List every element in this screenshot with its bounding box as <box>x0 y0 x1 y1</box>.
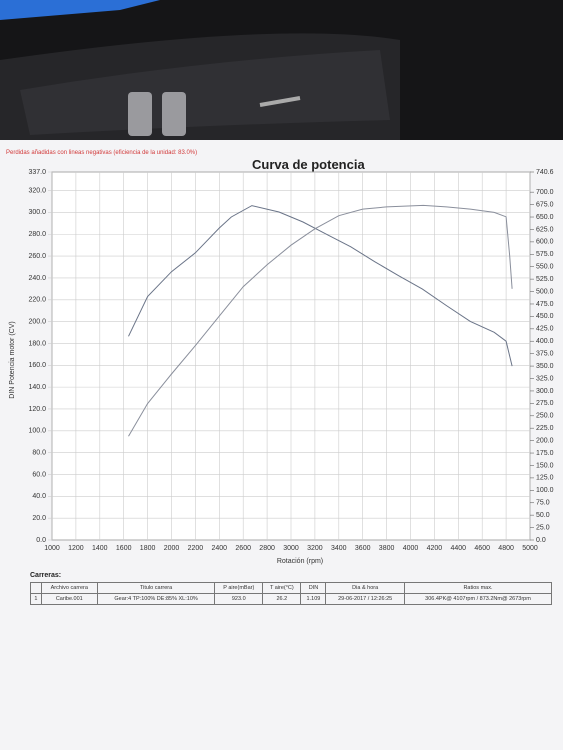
y2-tick-label: 400.0 <box>536 338 554 345</box>
x-tick-label: 3600 <box>355 545 371 552</box>
y2-tick-label: 450.0 <box>536 313 554 320</box>
y2-tick-label: 200.0 <box>536 437 554 444</box>
y2-tick-label: 225.0 <box>536 425 554 432</box>
y-tick-label: 20.0 <box>32 515 46 522</box>
y2-tick-label: 25.0 <box>536 524 550 531</box>
y-tick-label: 220.0 <box>28 297 46 304</box>
x-axis-label: Rotación (rpm) <box>277 558 323 565</box>
y-tick-label: 260.0 <box>28 253 46 260</box>
x-tick-label: 3000 <box>283 545 299 552</box>
table: Archivo carrera Titulo carrera P aire(mBar… <box>30 582 553 605</box>
x-tick-label: 4400 <box>451 545 467 552</box>
y2-tick-label: 300.0 <box>536 388 554 395</box>
x-tick-label: 1400 <box>92 545 108 552</box>
cell: Gear:4 TP:100% DE:85% XL:10% <box>96 593 216 605</box>
header-cell: Titulo carrera <box>96 582 216 594</box>
header-cell: T aire(°C) <box>262 582 302 594</box>
y2-tick-label: 125.0 <box>536 475 554 482</box>
y-tick-label: 200.0 <box>28 318 46 325</box>
x-tick-label: 3800 <box>379 545 395 552</box>
y-tick-label: 120.0 <box>28 406 46 413</box>
y2-tick-label: 275.0 <box>536 400 554 407</box>
x-tick-label: 2600 <box>235 545 251 552</box>
header-cell: Ratios max. <box>403 582 553 594</box>
header-cell: P aire(mBar) <box>214 582 264 594</box>
x-tick-label: 4800 <box>498 545 514 552</box>
y-tick-label: 140.0 <box>28 384 46 391</box>
x-tick-label: 1000 <box>44 545 60 552</box>
y-tick-label: 100.0 <box>28 428 46 435</box>
x-tick-label: 4200 <box>427 545 443 552</box>
x-tick-label: 2000 <box>164 545 180 552</box>
y2-tick-label: 375.0 <box>536 351 554 358</box>
y2-tick-label: 740.6 <box>536 169 554 176</box>
row: 1 Caribe.001 Gear:4 TP:100% DE:85% XL:10% 9… <box>30 593 553 605</box>
cell: 923.0 <box>214 593 264 605</box>
y2-tick-label: 525.0 <box>536 276 554 283</box>
y2-tick-label: 75.0 <box>536 500 550 507</box>
x-tick-label: 2400 <box>212 545 228 552</box>
background-photo <box>0 0 563 140</box>
y-tick-label: 280.0 <box>28 231 46 238</box>
y-tick-label: 320.0 <box>28 187 46 194</box>
y-tick-label: 240.0 <box>28 275 46 282</box>
y2-tick-label: 325.0 <box>536 375 554 382</box>
y2-tick-label: 50.0 <box>536 512 550 519</box>
x-tick-label: 4600 <box>474 545 490 552</box>
y-axis-label: DIN Potencia motor (CV) <box>9 321 16 398</box>
y-tick-label: 80.0 <box>32 449 46 456</box>
y-tick-label: 337.0 <box>28 169 46 176</box>
cell: 1 <box>30 593 42 605</box>
y2-tick-label: 675.0 <box>536 201 554 208</box>
cell: 26.2 <box>262 593 302 605</box>
x-tick-label: 4000 <box>403 545 419 552</box>
header-cell: Dia & hora <box>325 582 405 594</box>
y2-tick-label: 575.0 <box>536 251 554 258</box>
y2-tick-label: 100.0 <box>536 487 554 494</box>
y-tick-label: 300.0 <box>28 209 46 216</box>
y2-tick-label: 425.0 <box>536 326 554 333</box>
note: Perdidas añadidas con lineas negativas (… <box>6 150 198 156</box>
y-tick-label: 40.0 <box>32 493 46 500</box>
x-tick-label: 1800 <box>140 545 156 552</box>
y-tick-label: 180.0 <box>28 340 46 347</box>
chart-title: Curva de potencia <box>252 157 365 172</box>
header-cell: DIN <box>300 582 327 594</box>
y-tick-label: 60.0 <box>32 471 46 478</box>
cell: 1.109 <box>300 593 327 605</box>
cell: 29-06-2017 / 12:26:25 <box>325 593 405 605</box>
y-tick-label: 0.0 <box>36 537 46 544</box>
x-tick-label: 2200 <box>188 545 204 552</box>
x-tick-label: 5000 <box>522 545 538 552</box>
cell: 306.4PK@ 4107rpm / 873.2Nm@ 2673rpm <box>403 593 553 605</box>
y2-tick-label: 625.0 <box>536 226 554 233</box>
y2-tick-label: 550.0 <box>536 264 554 271</box>
x-tick-label: 1600 <box>116 545 132 552</box>
y2-tick-label: 600.0 <box>536 239 554 246</box>
series-line <box>128 204 513 437</box>
y2-tick-label: 150.0 <box>536 462 554 469</box>
y2-tick-label: 475.0 <box>536 301 554 308</box>
cell: Caribe.001 <box>40 593 98 605</box>
y2-tick-label: 0.0 <box>536 537 546 544</box>
x-tick-label: 2800 <box>259 545 275 552</box>
y2-tick-label: 700.0 <box>536 189 554 196</box>
x-tick-label: 3400 <box>331 545 347 552</box>
y2-tick-label: 250.0 <box>536 413 554 420</box>
y2-tick-label: 650.0 <box>536 214 554 221</box>
y2-tick-label: 350.0 <box>536 363 554 370</box>
header-cell: Archivo carrera <box>40 582 98 594</box>
y-tick-label: 160.0 <box>28 362 46 369</box>
y2-tick-label: 175.0 <box>536 450 554 457</box>
x-tick-label: 3200 <box>307 545 323 552</box>
x-tick-label: 1200 <box>68 545 84 552</box>
series-line <box>128 205 513 367</box>
header-row: Archivo carrera Titulo carrera P aire(mBar… <box>30 582 553 594</box>
y2-tick-label: 500.0 <box>536 288 554 295</box>
header-cell <box>30 582 42 594</box>
table-label: Carreras: <box>30 572 62 579</box>
chart: Rotación (rpm) DIN Potencia motor (CV) 1… <box>9 169 554 565</box>
